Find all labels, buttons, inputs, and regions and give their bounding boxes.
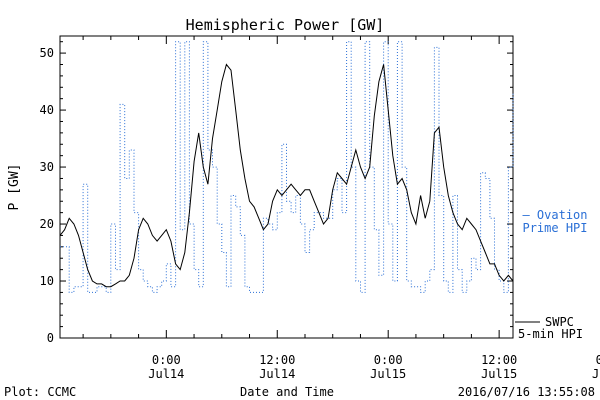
legend-swpc-line1: SWPC (545, 315, 574, 329)
ovation-prime-hpi-line (60, 41, 514, 293)
x-tick-label-time: 0:00 (596, 353, 600, 367)
x-tick-label-date: Jul16 (592, 367, 600, 381)
legend-swpc: SWPC 5-min HPI (515, 315, 583, 341)
y-axis-ticks: 0 10 20 30 40 50 (40, 41, 513, 345)
x-tick-label-time: 0:00 (374, 353, 403, 367)
x-tick-label-time: 0:00 (152, 353, 181, 367)
swpc-hpi-line (59, 63, 514, 288)
y-axis-label: P [GW] (7, 164, 22, 211)
plot-frame (59, 35, 514, 339)
y-tick-label: 20 (40, 217, 54, 231)
footer-timestamp: 2016/07/16 13:55:08 (458, 385, 595, 399)
x-tick-label-date: Jul14 (148, 367, 184, 381)
chart-title: Hemispheric Power [GW] (186, 16, 385, 34)
y-tick-label: 0 (47, 331, 54, 345)
legend-swpc-line2: 5-min HPI (518, 327, 583, 341)
x-tick-label-date: Jul14 (259, 367, 295, 381)
legend-ovation-line2: Prime HPI (522, 221, 587, 235)
x-tick-label-time: 12:00 (259, 353, 295, 367)
y-tick-label: 10 (40, 274, 54, 288)
legend-ovation-line1: — Ovation (522, 208, 587, 222)
x-tick-label-date: Jul15 (370, 367, 406, 381)
y-tick-label: 30 (40, 160, 54, 174)
x-tick-label-date: Jul15 (481, 367, 517, 381)
y-tick-label: 40 (40, 103, 54, 117)
x-axis-ticks: 0:00Jul1412:00Jul140:00Jul1512:00Jul150:… (82, 36, 600, 381)
legend-ovation-prime: — Ovation Prime HPI (522, 208, 587, 235)
x-axis-label: Date and Time (240, 385, 334, 399)
y-tick-label: 50 (40, 46, 54, 60)
x-tick-label-time: 12:00 (481, 353, 517, 367)
footer-plot-credit: Plot: CCMC (4, 385, 76, 399)
